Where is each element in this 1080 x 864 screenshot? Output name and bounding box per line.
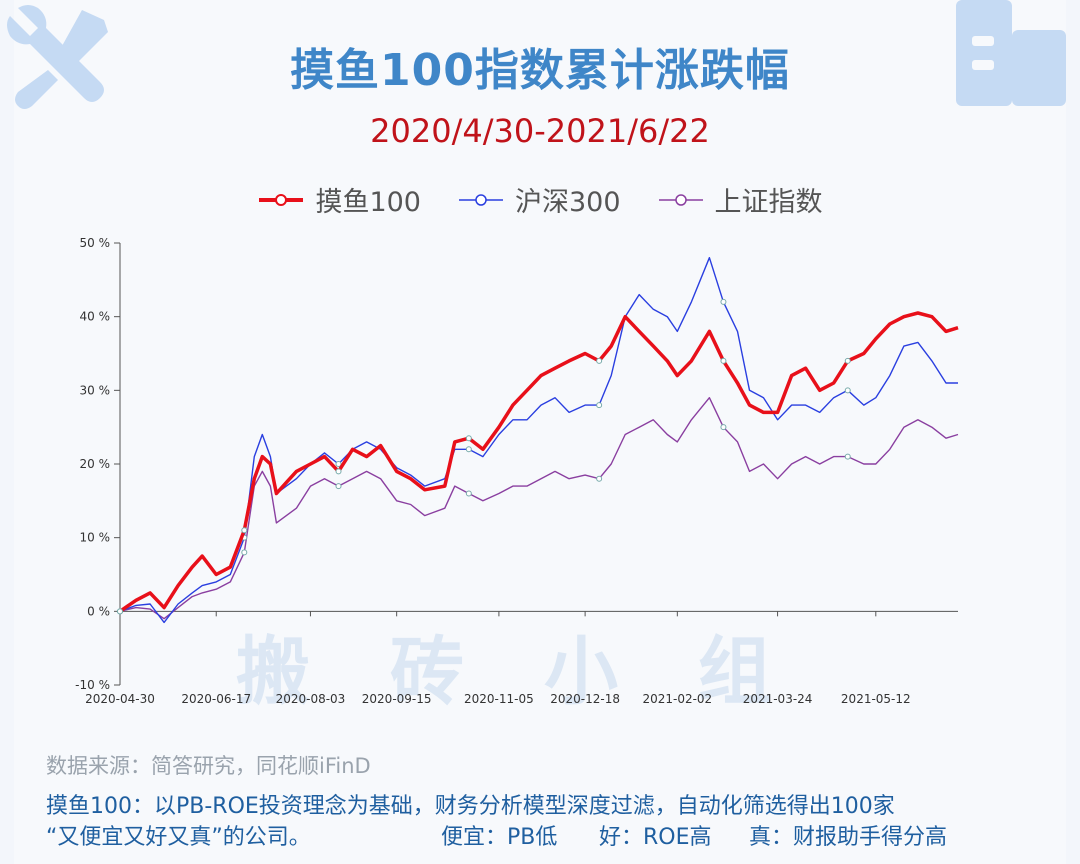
legend-item-hs300[interactable]: 沪深300 bbox=[457, 180, 621, 219]
data-point-1 bbox=[720, 298, 727, 305]
x-tick-label: 2020-06-17 bbox=[181, 692, 251, 706]
data-point-0 bbox=[720, 357, 727, 364]
data-point-0 bbox=[465, 435, 472, 442]
x-tick-label: 2021-02-02 bbox=[642, 692, 712, 706]
y-tick-label: 50 % bbox=[80, 236, 111, 250]
data-point-2 bbox=[596, 475, 603, 482]
legend-label-hs300: 沪深300 bbox=[515, 187, 621, 218]
x-tick-label: 2020-04-30 bbox=[85, 692, 155, 706]
chart-panel bbox=[14, 0, 1066, 864]
data-point-0 bbox=[596, 357, 603, 364]
note-line2-a: “又便宜又好又真”的公司。 bbox=[46, 825, 311, 850]
x-tick-label: 2020-12-18 bbox=[550, 692, 620, 706]
legend-item-moyu[interactable]: 摸鱼100 bbox=[257, 180, 421, 219]
y-tick-label: 0 % bbox=[87, 604, 110, 618]
legend-label-sh: 上证指数 bbox=[714, 187, 823, 218]
data-point-1 bbox=[335, 461, 342, 467]
data-point-1 bbox=[465, 446, 472, 453]
y-tick-label: 10 % bbox=[80, 531, 111, 545]
x-tick-label: 2020-08-03 bbox=[276, 692, 346, 706]
y-tick-label: 30 % bbox=[80, 383, 111, 397]
note-line2-d: 真：财报助手得分高 bbox=[749, 825, 948, 850]
series-line-1 bbox=[119, 257, 958, 624]
data-point-1 bbox=[844, 387, 851, 394]
x-tick-label: 2020-11-05 bbox=[464, 692, 534, 706]
data-point-0 bbox=[117, 608, 123, 615]
data-point-0 bbox=[241, 527, 248, 534]
legend-label-moyu: 摸鱼100 bbox=[315, 187, 421, 218]
legend: 摸鱼100 沪深300 上证指数 bbox=[0, 180, 1080, 219]
data-source: 数据来源：简答研究，同花顺iFinD bbox=[46, 754, 371, 778]
legend-item-sh[interactable]: 上证指数 bbox=[657, 180, 823, 219]
note-line1: 摸鱼100：以PB-ROE投资理念为基础，财务分析模型深度过滤，自动化筛选得出1… bbox=[46, 794, 895, 819]
y-tick-label: -10 % bbox=[75, 678, 110, 692]
watermark: 搬砖小组 bbox=[236, 629, 852, 715]
data-point-0 bbox=[844, 357, 851, 364]
legend-swatch-sh bbox=[658, 193, 703, 206]
y-tick-label: 20 % bbox=[80, 457, 111, 471]
data-point-2 bbox=[844, 453, 851, 460]
tools-icon bbox=[7, 5, 108, 109]
data-point-2 bbox=[241, 549, 248, 556]
legend-swatch-hs300 bbox=[459, 193, 503, 206]
x-tick-label: 2021-03-24 bbox=[743, 692, 813, 706]
chart-subtitle: 2020/4/30-2021/6/22 bbox=[370, 112, 710, 150]
x-tick-label: 2021-05-12 bbox=[841, 692, 911, 706]
series-line-0 bbox=[119, 311, 959, 613]
building-icon bbox=[956, 0, 1066, 106]
note-line2-b: 便宜：PB低 bbox=[441, 825, 558, 850]
data-point-0 bbox=[335, 468, 342, 475]
data-point-1 bbox=[596, 402, 603, 409]
y-tick-label: 40 % bbox=[80, 310, 111, 324]
line-chart: -10 % 0 % 10 % 20 % 30 % 40 % 50 % 2020-04-30 20… bbox=[75, 236, 959, 706]
data-point-2 bbox=[465, 490, 472, 497]
series-line-2 bbox=[119, 397, 959, 620]
chart-title: 摸鱼100指数累计涨跌幅 bbox=[290, 45, 790, 96]
data-point-2 bbox=[720, 424, 727, 431]
note-line2-c: 好：ROE高 bbox=[599, 825, 712, 850]
legend-swatch-moyu bbox=[259, 193, 304, 206]
data-point-2 bbox=[335, 483, 342, 490]
note-line2: “又便宜又好又真”的公司。 便宜：PB低 好：ROE高 真：财报助手得分高 bbox=[46, 819, 947, 851]
x-tick-label: 2020-09-15 bbox=[362, 692, 432, 706]
